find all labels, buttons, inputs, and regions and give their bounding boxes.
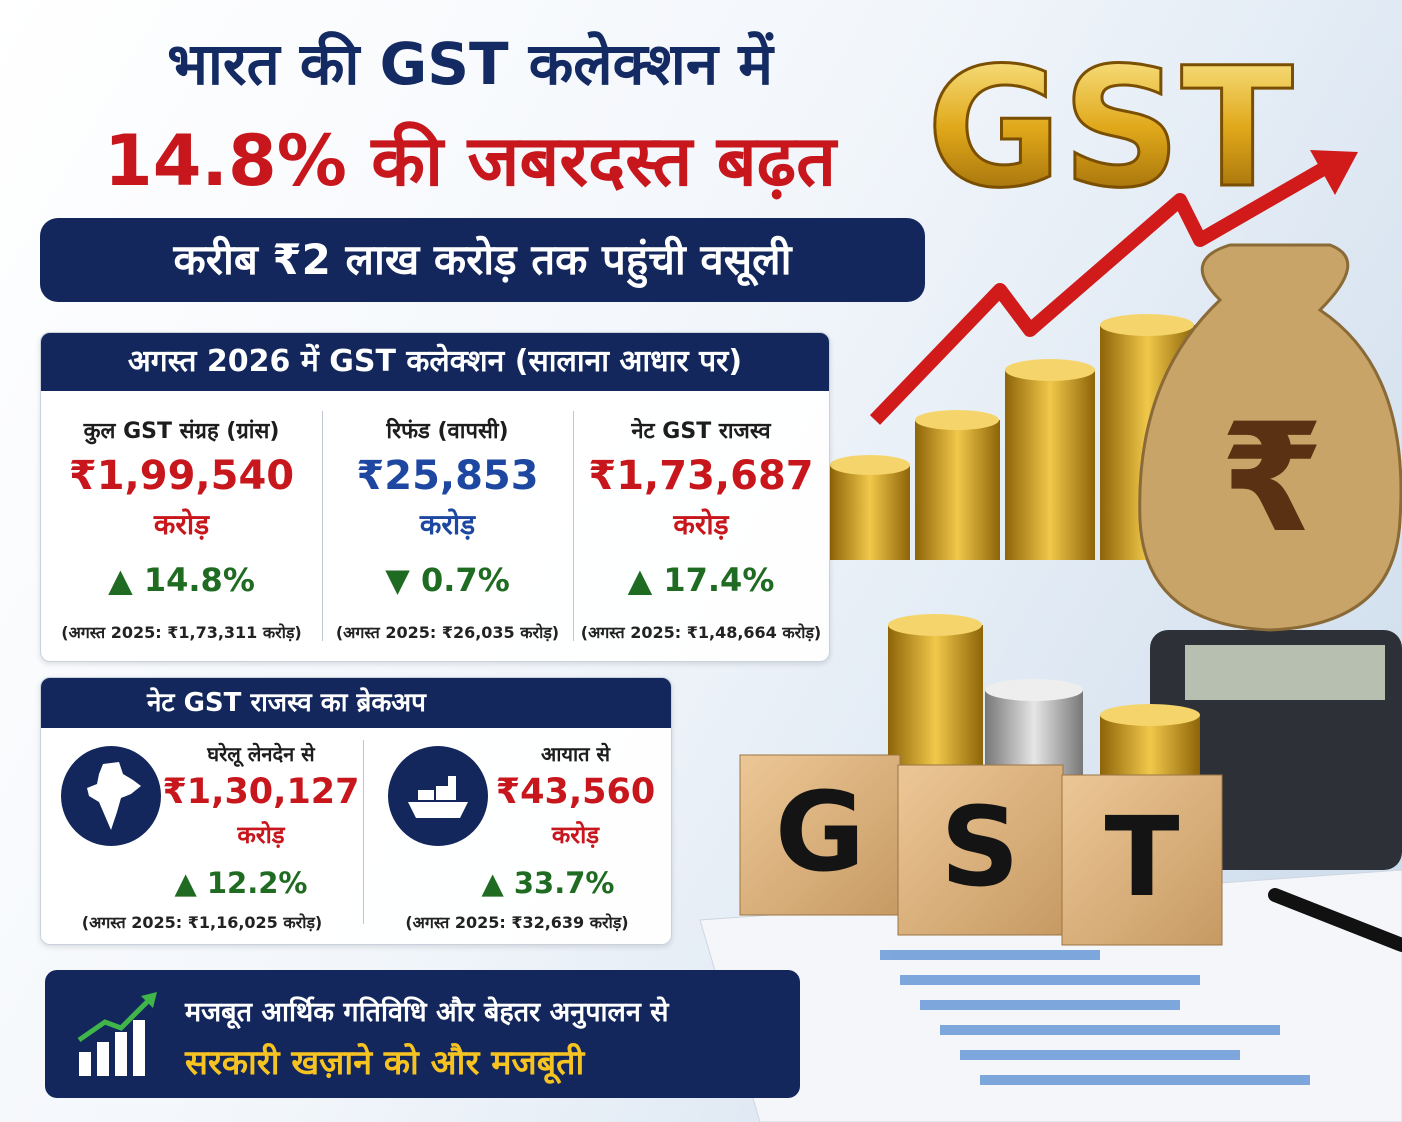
item-amount: ₹43,560	[495, 772, 656, 812]
bag-symbol: ₹	[1220, 392, 1324, 566]
item-unit: करोड़	[237, 821, 285, 849]
coin-stacks	[830, 314, 1200, 785]
card-label: रिफंड (वापसी)	[386, 419, 509, 444]
card-unit: करोड़	[153, 508, 210, 541]
pen	[1268, 888, 1402, 952]
card-previous: (अगस्त 2025: ₹1,48,664 करोड़)	[580, 623, 822, 642]
card-previous: (अगस्त 2025: ₹26,035 करोड़)	[335, 623, 560, 642]
ship-icon	[388, 746, 488, 846]
block-letter: S	[940, 783, 1019, 911]
footer-line2: सरकारी खज़ाने को और मजबूती	[185, 1043, 585, 1083]
breakup-heading: नेट GST राजस्व का ब्रेकअप	[41, 678, 671, 728]
breakup-panel: नेट GST राजस्व का ब्रेकअप घरेलू लेनदेन स…	[40, 677, 672, 945]
summary-card: रिफंड (वापसी) ₹25,853 करोड़ ▼ 0.7% (अगस्…	[322, 393, 573, 661]
card-amount: ₹1,99,540	[68, 453, 295, 499]
item-label: घरेलू लेनदेन से	[207, 742, 315, 766]
summary-card: नेट GST राजस्व ₹1,73,687 करोड़ ▲ 17.4% (…	[573, 393, 829, 661]
card-unit: करोड़	[419, 508, 476, 541]
card-change: ▼ 0.7%	[385, 561, 510, 599]
card-unit: करोड़	[673, 508, 729, 541]
footer: मजबूत आर्थिक गतिविधि और बेहतर अनुपालन से…	[45, 970, 800, 1098]
footer-line1: मजबूत आर्थिक गतिविधि और बेहतर अनुपालन से	[185, 997, 669, 1028]
card-amount: ₹1,73,687	[588, 453, 814, 499]
india-icon	[61, 746, 161, 846]
summary-panel: अगस्त 2026 में GST कलेक्शन (सालाना आधार …	[40, 332, 830, 662]
card-change: ▲ 17.4%	[627, 561, 775, 599]
item-label: आयात से	[540, 742, 611, 766]
subtitle: करीब ₹2 लाख करोड़ तक पहुंची वसूली	[40, 218, 925, 302]
item-unit: करोड़	[551, 821, 600, 849]
summary-heading: अगस्त 2026 में GST कलेक्शन (सालाना आधार …	[41, 333, 829, 391]
card-change: ▲ 14.8%	[108, 561, 255, 599]
arrow-head	[1310, 150, 1358, 195]
money-bag	[1138, 243, 1402, 632]
item-previous: (अगस्त 2025: ₹1,16,025 करोड़)	[81, 913, 323, 932]
item-change: ▲ 33.7%	[481, 866, 615, 900]
card-label: कुल GST संग्रह (ग्रांस)	[83, 419, 280, 444]
calculator-screen	[1185, 645, 1385, 700]
gold-gst: GST	[927, 32, 1294, 224]
divider	[322, 411, 323, 641]
paper-bars	[880, 950, 1310, 1085]
card-amount: ₹25,853	[356, 453, 539, 499]
item-amount: ₹1,30,127	[162, 772, 360, 812]
growth-icon	[77, 992, 157, 1076]
title-line2: 14.8% की जबरदस्त बढ़त	[104, 120, 836, 202]
divider	[363, 740, 364, 924]
block-letter: G	[775, 768, 865, 896]
wood-blocks	[739, 754, 1223, 946]
item-previous: (अगस्त 2025: ₹32,639 करोड़)	[405, 913, 629, 932]
title-line1: भारत की GST कलेक्शन में	[167, 30, 773, 98]
growth-arrow	[869, 158, 1334, 425]
block-letter: T	[1104, 793, 1179, 921]
summary-card: कुल GST संग्रह (ग्रांस) ₹1,99,540 करोड़ …	[41, 393, 322, 661]
card-previous: (अगस्त 2025: ₹1,73,311 करोड़)	[61, 623, 302, 642]
item-change: ▲ 12.2%	[174, 866, 308, 900]
card-label: नेट GST राजस्व	[631, 419, 771, 444]
divider	[573, 411, 574, 641]
